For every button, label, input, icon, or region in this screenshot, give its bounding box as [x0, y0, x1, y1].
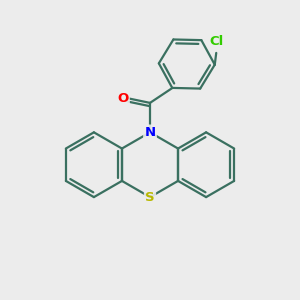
- Text: N: N: [144, 126, 156, 139]
- Text: Cl: Cl: [209, 34, 224, 48]
- Text: S: S: [145, 190, 155, 204]
- Text: O: O: [117, 92, 128, 105]
